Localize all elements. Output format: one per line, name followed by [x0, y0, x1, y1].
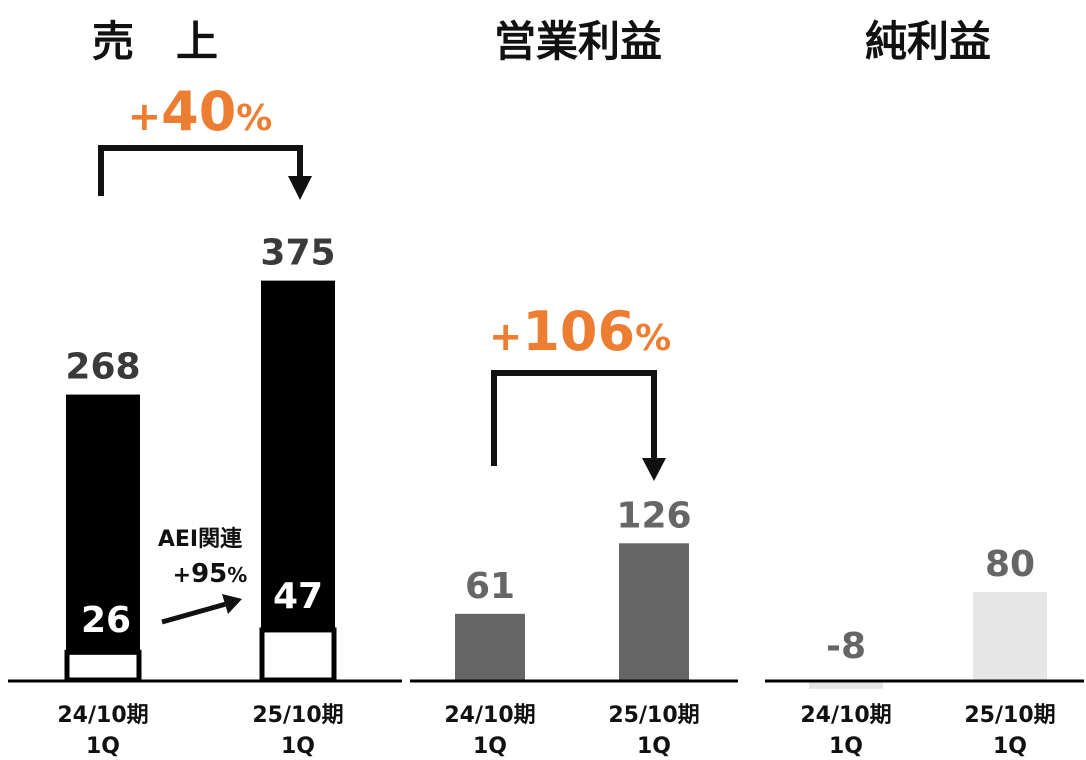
category-label: 24/10期: [57, 703, 148, 728]
category-label: 24/10期: [800, 703, 891, 728]
category-label: 24/10期: [444, 703, 535, 728]
growth-bracket: [98, 145, 303, 196]
bar: [455, 613, 525, 680]
bar-value-label: -8: [826, 626, 866, 667]
aei-arrow-line: [161, 601, 227, 625]
category-label: 25/10期: [964, 703, 1055, 728]
sub-bar-value-label: 47: [273, 576, 323, 617]
growth-bracket: [491, 370, 657, 466]
bar: [66, 394, 140, 680]
category-label: 25/10期: [252, 703, 343, 728]
category-label: 1Q: [637, 734, 671, 759]
bar-value-label: 126: [616, 495, 691, 536]
bar-value-label: 375: [260, 233, 335, 274]
aei-arrow-head: [222, 594, 242, 614]
chart-panel-1: 売 上 268 375 26 47 24/10期 1Q 25/10期 1Q: [8, 17, 402, 759]
category-label: 1Q: [993, 734, 1027, 759]
sub-bar: [259, 627, 337, 683]
bar-value-label: 268: [65, 347, 140, 388]
chart-title: 営業利益: [494, 17, 662, 66]
growth-arrow-head: [288, 176, 312, 200]
bar-value-label: 80: [985, 544, 1035, 585]
bar-value-label: 61: [465, 566, 515, 607]
category-label: 1Q: [281, 734, 315, 759]
chart-panel-2: 営業利益 61 126 24/10期 1Q 25/10期 1Q: [410, 17, 738, 759]
bar: [619, 543, 689, 680]
sub-bar-value-label: 26: [81, 600, 131, 641]
sub-bar: [64, 649, 142, 683]
bar: [809, 680, 883, 689]
category-label: 1Q: [86, 734, 120, 759]
category-label: 1Q: [829, 734, 863, 759]
category-label: 25/10期: [608, 703, 699, 728]
category-label: 1Q: [473, 734, 507, 759]
growth-label: +106%: [489, 300, 671, 363]
chart-panel-3: 純利益 -8 80 24/10期 1Q 25/10期 1Q: [765, 17, 1084, 759]
aei-annotation-label: AEI関連: [158, 527, 243, 552]
growth-label: +40%: [128, 80, 273, 143]
chart-title: 純利益: [865, 17, 991, 66]
bar: [261, 280, 335, 680]
aei-annotation-growth: +95%: [173, 559, 248, 589]
chart-title: 売 上: [92, 17, 218, 66]
bar: [973, 592, 1047, 680]
growth-arrow-head: [642, 458, 666, 481]
